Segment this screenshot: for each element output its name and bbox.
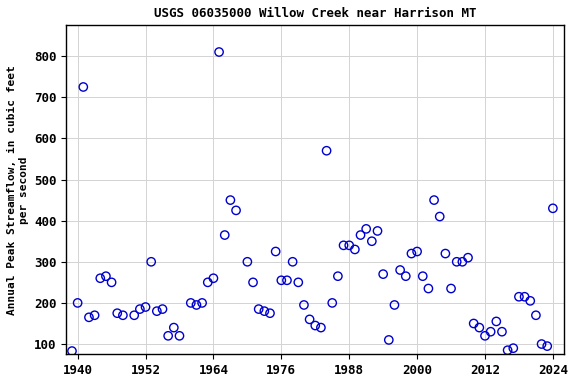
Point — [412, 248, 422, 255]
Point — [492, 318, 501, 324]
Point — [73, 300, 82, 306]
Point — [164, 333, 173, 339]
Point — [396, 267, 405, 273]
Point — [135, 306, 145, 312]
Point — [84, 314, 93, 320]
Point — [446, 285, 456, 291]
Point — [362, 226, 371, 232]
Point — [350, 247, 359, 253]
Point — [141, 304, 150, 310]
Point — [146, 259, 156, 265]
Point — [373, 228, 382, 234]
Point — [367, 238, 377, 244]
Point — [152, 308, 161, 314]
Point — [220, 232, 229, 238]
Y-axis label: Annual Peak Streamflow, in cubic feet
per second: Annual Peak Streamflow, in cubic feet pe… — [7, 65, 29, 314]
Point — [90, 312, 99, 318]
Point — [79, 84, 88, 90]
Point — [130, 312, 139, 318]
Point — [310, 323, 320, 329]
Point — [424, 285, 433, 291]
Point — [118, 312, 127, 318]
Point — [232, 207, 241, 214]
Point — [514, 294, 524, 300]
Point — [260, 308, 269, 314]
Point — [282, 277, 291, 283]
Point — [186, 300, 195, 306]
Point — [242, 259, 252, 265]
Point — [458, 259, 467, 265]
Point — [407, 250, 416, 257]
Point — [322, 148, 331, 154]
Point — [169, 324, 179, 331]
Point — [543, 343, 552, 349]
Point — [158, 306, 167, 312]
Point — [469, 320, 478, 326]
Point — [418, 273, 427, 279]
Point — [96, 275, 105, 281]
Point — [214, 49, 223, 55]
Point — [113, 310, 122, 316]
Point — [300, 302, 309, 308]
Point — [198, 300, 207, 306]
Point — [497, 329, 506, 335]
Point — [276, 277, 286, 283]
Point — [475, 324, 484, 331]
Point — [334, 273, 343, 279]
Point — [441, 250, 450, 257]
Point — [294, 279, 303, 285]
Point — [520, 294, 529, 300]
Point — [452, 259, 461, 265]
Point — [378, 271, 388, 277]
Point — [356, 232, 365, 238]
Point — [480, 333, 490, 339]
Point — [305, 316, 314, 323]
Point — [486, 329, 495, 335]
Point — [316, 324, 325, 331]
Point — [344, 242, 354, 248]
Point — [101, 273, 111, 279]
Point — [288, 259, 297, 265]
Title: USGS 06035000 Willow Creek near Harrison MT: USGS 06035000 Willow Creek near Harrison… — [154, 7, 476, 20]
Point — [430, 197, 439, 203]
Point — [503, 347, 512, 353]
Point — [464, 255, 473, 261]
Point — [67, 348, 77, 354]
Point — [384, 337, 393, 343]
Point — [226, 197, 235, 203]
Point — [531, 312, 540, 318]
Point — [328, 300, 337, 306]
Point — [548, 205, 558, 211]
Point — [401, 273, 410, 279]
Point — [435, 214, 444, 220]
Point — [192, 302, 201, 308]
Point — [390, 302, 399, 308]
Point — [203, 279, 213, 285]
Point — [266, 310, 275, 316]
Point — [509, 345, 518, 351]
Point — [254, 306, 263, 312]
Point — [271, 248, 281, 255]
Point — [537, 341, 546, 347]
Point — [209, 275, 218, 281]
Point — [339, 242, 348, 248]
Point — [175, 333, 184, 339]
Point — [248, 279, 257, 285]
Point — [107, 279, 116, 285]
Point — [526, 298, 535, 304]
